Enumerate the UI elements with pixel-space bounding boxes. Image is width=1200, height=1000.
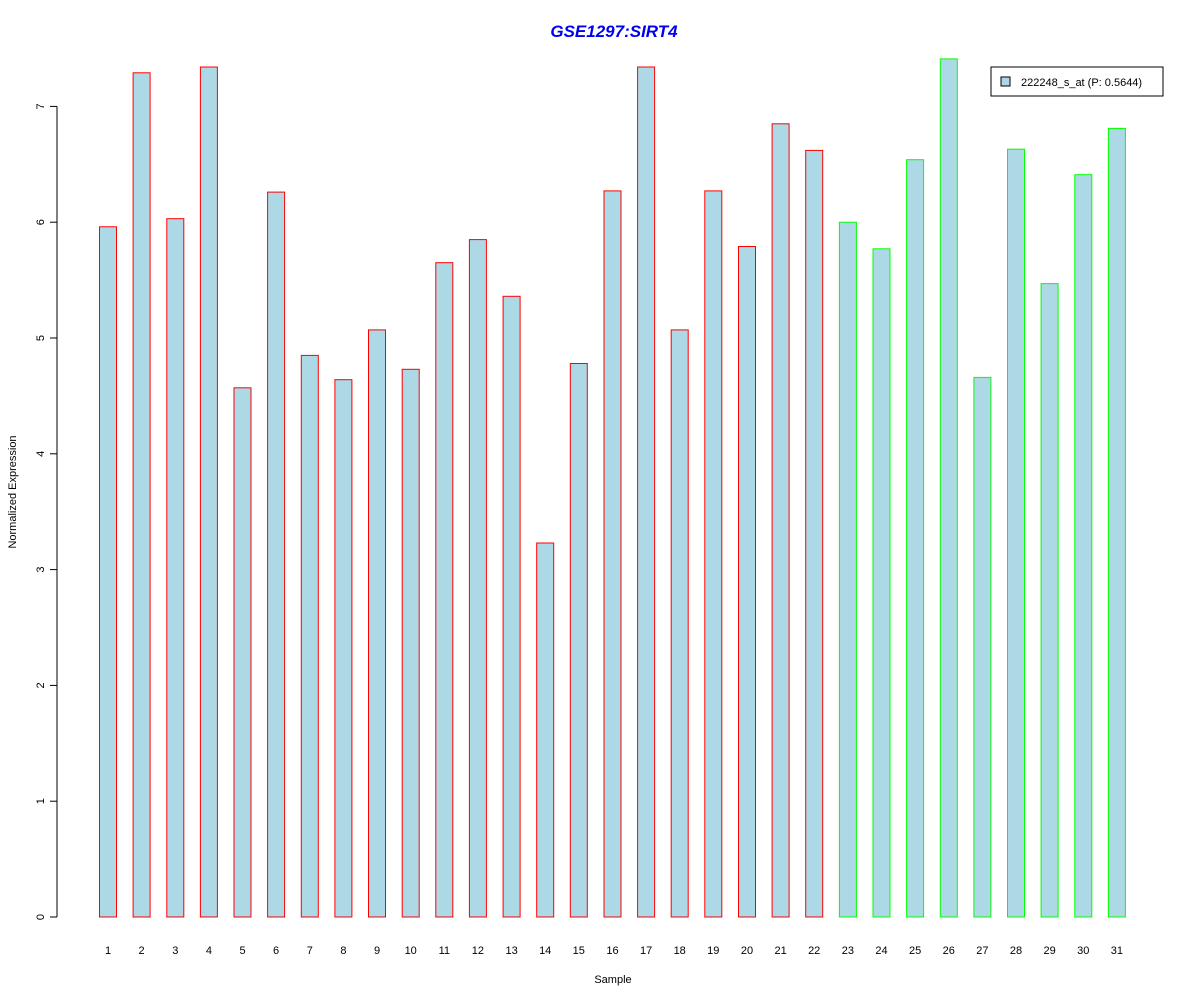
bar-sample-16 xyxy=(603,190,622,918)
x-tick-label: 20 xyxy=(741,945,753,957)
x-tick-label: 2 xyxy=(139,945,145,957)
bar-sample-11 xyxy=(435,262,454,918)
bar-sample-10 xyxy=(401,368,420,918)
y-axis-label: Normalized Expression xyxy=(7,435,19,548)
y-tick-label: 1 xyxy=(35,798,47,804)
bar-sample-22 xyxy=(805,149,824,918)
bar-sample-26 xyxy=(939,58,958,918)
legend: 222248_s_at (P: 0.5644) xyxy=(990,66,1164,97)
bar-sample-30 xyxy=(1074,174,1093,918)
x-tick-label: 12 xyxy=(472,945,484,957)
bar-sample-27 xyxy=(973,376,992,918)
x-tick-label: 15 xyxy=(573,945,585,957)
x-tick-label: 29 xyxy=(1043,945,1055,957)
x-tick-label: 9 xyxy=(374,945,380,957)
bar-sample-15 xyxy=(569,363,588,918)
x-tick-label: 18 xyxy=(674,945,686,957)
x-tick-label: 25 xyxy=(909,945,921,957)
y-tick-label: 6 xyxy=(35,219,47,225)
bar-sample-18 xyxy=(670,329,689,918)
bar-sample-13 xyxy=(502,295,521,918)
x-tick-label: 27 xyxy=(976,945,988,957)
x-tick-label: 23 xyxy=(842,945,854,957)
bar-sample-23 xyxy=(838,221,857,918)
y-tick-label: 4 xyxy=(35,451,47,457)
bar-sample-4 xyxy=(199,66,218,918)
y-tick-label: 0 xyxy=(35,914,47,920)
legend-box xyxy=(990,66,1164,97)
legend-label: 222248_s_at (P: 0.5644) xyxy=(1021,77,1142,89)
x-tick-label: 26 xyxy=(943,945,955,957)
bar-sample-24 xyxy=(872,248,891,918)
bar-sample-2 xyxy=(132,72,151,918)
x-tick-label: 21 xyxy=(774,945,786,957)
x-tick-label: 17 xyxy=(640,945,652,957)
x-tick-label: 8 xyxy=(340,945,346,957)
bar-sample-7 xyxy=(300,354,319,918)
x-tick-label: 31 xyxy=(1111,945,1123,957)
x-tick-label: 28 xyxy=(1010,945,1022,957)
x-tick-label: 16 xyxy=(606,945,618,957)
y-axis: 0 1 2 3 4 5 6 7 xyxy=(35,103,58,920)
x-tick-label: 30 xyxy=(1077,945,1089,957)
bar-sample-29 xyxy=(1040,283,1059,918)
bar-sample-5 xyxy=(233,387,252,918)
bar-sample-19 xyxy=(704,190,723,918)
bar-sample-9 xyxy=(368,329,386,918)
y-tick-label: 2 xyxy=(35,682,47,688)
bar-sample-20 xyxy=(738,246,756,918)
bar-sample-25 xyxy=(906,159,925,918)
bar-sample-31 xyxy=(1107,127,1126,918)
x-tick-label: 24 xyxy=(875,945,887,957)
bar-sample-12 xyxy=(468,239,487,918)
bar-sample-21 xyxy=(771,123,790,918)
x-tick-label: 1 xyxy=(105,945,111,957)
x-tick-label: 14 xyxy=(539,945,551,957)
bar-sample-1 xyxy=(99,226,117,918)
x-tick-label: 22 xyxy=(808,945,820,957)
bar-sample-17 xyxy=(637,66,656,918)
bar-sample-28 xyxy=(1007,148,1025,918)
legend-swatch xyxy=(1000,76,1011,87)
y-tick-label: 7 xyxy=(35,103,47,109)
x-tick-label: 11 xyxy=(439,945,450,957)
chart-title: GSE1297:SIRT4 xyxy=(550,22,678,41)
y-ticks: 0 1 2 3 4 5 6 7 xyxy=(35,103,57,920)
x-axis-label: Sample xyxy=(594,974,631,986)
x-tick-labels: 1 2 3 4 5 6 7 8 9 10 11 12 13 14 15 16 17 18 19 20 21 22 23 24 2… xyxy=(105,945,1123,957)
y-tick-label: 3 xyxy=(35,567,47,573)
x-tick-label: 5 xyxy=(239,945,245,957)
bar-sample-8 xyxy=(334,379,353,918)
x-tick-label: 13 xyxy=(505,945,517,957)
x-tick-label: 3 xyxy=(172,945,178,957)
x-tick-label: 19 xyxy=(707,945,719,957)
bars xyxy=(99,58,1126,918)
x-tick-label: 7 xyxy=(307,945,313,957)
x-tick-label: 6 xyxy=(273,945,279,957)
bar-sample-3 xyxy=(166,218,185,918)
y-tick-label: 5 xyxy=(35,335,47,341)
x-tick-label: 4 xyxy=(206,945,212,957)
x-tick-label: 10 xyxy=(405,945,417,957)
bar-sample-14 xyxy=(536,542,555,918)
bar-sample-6 xyxy=(267,191,286,918)
